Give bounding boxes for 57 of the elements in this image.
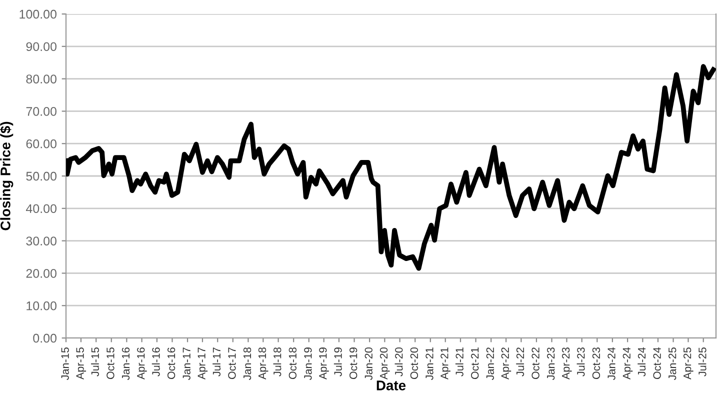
- x-tick-label: Jan-25: [668, 347, 676, 380]
- x-tick-label: Oct-23: [592, 348, 600, 380]
- x-tick-label: Oct-17: [228, 348, 236, 380]
- y-tick-label: 10.00: [26, 301, 56, 310]
- x-tick-label: Jan-16: [122, 348, 130, 380]
- y-tick-label: 50.00: [26, 172, 56, 181]
- x-tick-label: Jul-24: [638, 347, 646, 376]
- x-tick-label: Oct-24: [653, 347, 661, 380]
- x-tick-label: Jan-19: [304, 348, 312, 380]
- x-tick-label: Apr-16: [137, 348, 147, 380]
- x-tick-label: Jan-24: [608, 347, 616, 380]
- x-tick-label: Jul-15: [91, 347, 99, 376]
- x-tick-label: Apr-25: [683, 347, 694, 380]
- x-tick-label: Jan-15: [61, 347, 69, 380]
- x-tick-label: Apr-24: [622, 347, 633, 380]
- x-tick-label: Jan-23: [546, 348, 555, 380]
- x-tick-label: Jan-22: [486, 348, 494, 380]
- x-tick-label: Oct-18: [288, 347, 296, 380]
- x-tick-label: Apr-22: [501, 348, 512, 380]
- x-tick-label: Jul-16: [152, 348, 160, 376]
- x-tick-label: Apr-23: [562, 348, 572, 380]
- y-tick-label: 40.00: [26, 204, 56, 214]
- x-tick-label: Oct-21: [471, 348, 479, 380]
- x-tick-label: Jul-22: [516, 348, 524, 376]
- y-tick-label: 70.00: [26, 107, 56, 116]
- y-tick-label: 60.00: [26, 139, 56, 148]
- x-tick-label: Apr-15: [76, 347, 86, 380]
- x-tick-label: Jul-19: [334, 348, 342, 376]
- y-tick-label: 80.00: [26, 74, 56, 84]
- x-tick-label: Oct-22: [532, 348, 540, 380]
- x-tick-label: Jan-18: [243, 347, 252, 380]
- x-tick-label: Apr-17: [198, 348, 208, 380]
- x-tick-label: Jul-20: [394, 347, 403, 376]
- x-tick-label: Jul-18: [273, 347, 282, 376]
- x-tick-label: Oct-20: [410, 347, 418, 380]
- x-tick-label: Jul-17: [212, 348, 221, 376]
- y-tick-label: 90.00: [26, 42, 56, 52]
- line-series: [66, 64, 716, 271]
- y-tick-label: 0.00: [33, 334, 56, 343]
- x-tick-label: Oct-19: [350, 348, 358, 380]
- x-tick-label: Oct-16: [167, 348, 176, 380]
- x-tick-label: Apr-19: [319, 348, 329, 380]
- x-tick-label: Jul-21: [455, 348, 464, 376]
- y-tick-label: 100.00: [20, 10, 56, 19]
- x-tick-label: Jan-21: [426, 348, 434, 380]
- x-tick-label: Apr-18: [258, 347, 268, 380]
- x-axis-title: Date: [376, 380, 406, 390]
- x-tick-label: Jul-23: [576, 348, 585, 376]
- y-tick-label: 20.00: [26, 269, 56, 278]
- x-tick-label: Jul-25: [698, 347, 706, 376]
- x-tick-label: Apr-20: [380, 347, 390, 380]
- y-axis-title: Closing Price ($): [0, 122, 14, 230]
- x-tick-label: Apr-21: [440, 348, 450, 380]
- x-tick-label: Oct-15: [106, 347, 114, 380]
- x-tick-label: Jan-20: [364, 347, 372, 380]
- y-tick-label: 30.00: [26, 236, 56, 246]
- x-tick-label: Jan-17: [182, 348, 190, 380]
